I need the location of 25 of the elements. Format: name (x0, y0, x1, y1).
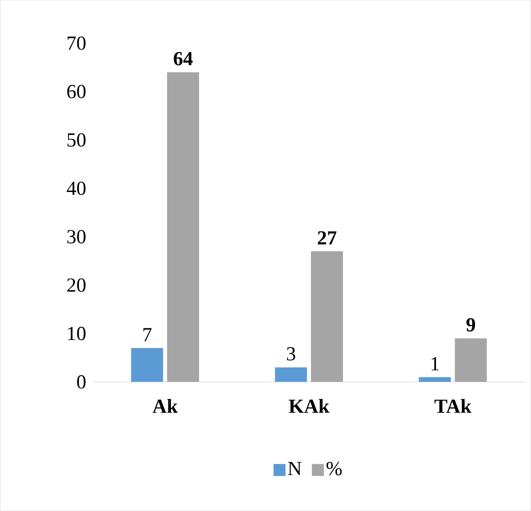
data-label: 9 (466, 318, 476, 332)
data-label: 27 (318, 231, 336, 244)
data-label: 1 (432, 357, 439, 370)
y-tick-label: 40 (66, 182, 86, 196)
x-tick-label: KAk (288, 398, 330, 413)
data-label: 3 (286, 347, 296, 361)
legend-label: % (326, 462, 342, 476)
x-tick-label: Ak (152, 398, 178, 413)
y-tick-label: 30 (67, 230, 86, 244)
data-label: 64 (174, 52, 193, 66)
bar (167, 72, 200, 382)
y-tick-label: 60 (67, 84, 86, 98)
y-tick-label: 0 (77, 375, 86, 389)
bar (310, 251, 343, 382)
bar (131, 348, 164, 382)
bar (418, 377, 451, 382)
bar (454, 338, 487, 382)
legend-label: N (288, 462, 302, 475)
y-tick-label: 70 (68, 36, 86, 50)
y-tick-label: 50 (68, 133, 86, 147)
data-label: 7 (143, 328, 152, 342)
bar (274, 367, 307, 382)
y-tick-label: 10 (68, 326, 86, 340)
x-tick-label: TAk (434, 398, 472, 413)
y-tick-label: 20 (67, 278, 86, 292)
